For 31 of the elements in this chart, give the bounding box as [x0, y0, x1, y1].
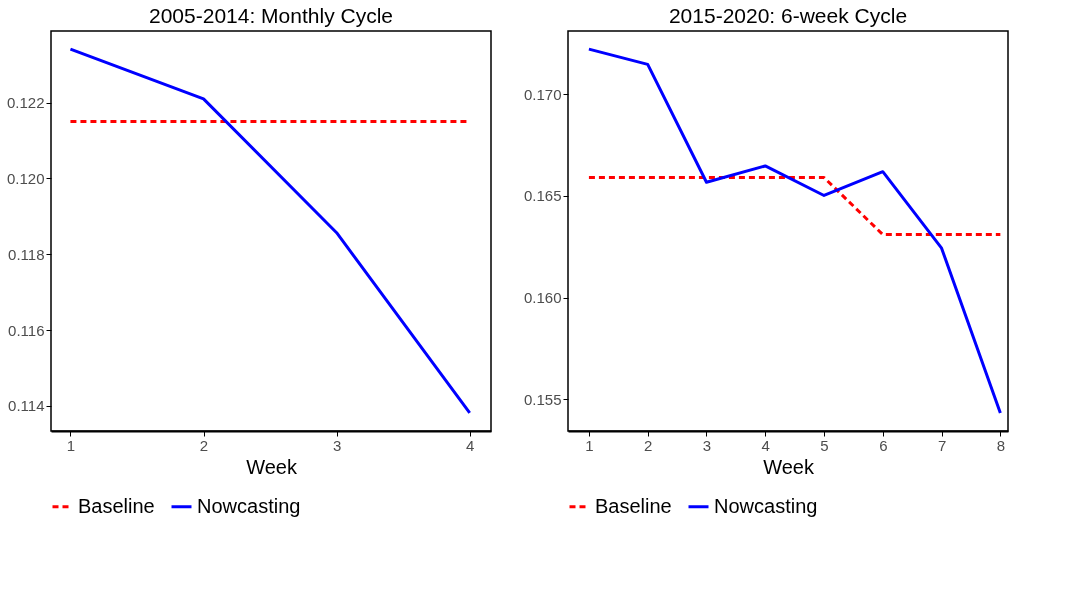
y-tick-label: 0.120 — [6, 169, 45, 187]
x-axis-title: Week — [763, 455, 815, 478]
legend-label: Nowcasting — [714, 494, 818, 517]
y-tick-label: 0.170 — [523, 85, 562, 103]
x-axis-title: Week — [246, 455, 298, 478]
x-tick-label: 2 — [644, 436, 653, 454]
legend-label: Baseline — [78, 494, 155, 517]
y-tick-label: 0.116 — [8, 321, 45, 339]
x-tick-label: 1 — [585, 436, 594, 454]
x-tick-label: 4 — [466, 436, 475, 454]
x-tick-label: 4 — [761, 436, 770, 454]
y-tick-label: 0.165 — [523, 187, 562, 205]
y-tick-label: 0.118 — [8, 245, 45, 263]
y-tick-label: 0.155 — [523, 390, 562, 408]
y-tick-label: 0.122 — [6, 94, 45, 112]
line-series — [68, 47, 472, 415]
x-tick-label: 5 — [820, 436, 829, 454]
chart-title: 2015-2020: 6-week Cycle — [668, 4, 908, 27]
x-tick-label: 8 — [996, 436, 1006, 454]
legend-label: Baseline — [595, 494, 672, 517]
x-tick-label: 3 — [332, 436, 342, 454]
x-tick-label: 7 — [937, 436, 947, 454]
legend-label: Nowcasting — [197, 494, 301, 517]
y-tick-label: 0.114 — [8, 397, 45, 415]
chart-title: 2005-2014: Monthly Cycle — [149, 4, 393, 27]
x-tick-label: 2 — [199, 436, 209, 454]
x-tick-label: 3 — [702, 436, 712, 454]
y-tick-label: 0.160 — [523, 289, 562, 307]
x-tick-label: 6 — [879, 436, 888, 454]
line-series — [587, 47, 1002, 415]
x-tick-label: 1 — [66, 436, 76, 454]
